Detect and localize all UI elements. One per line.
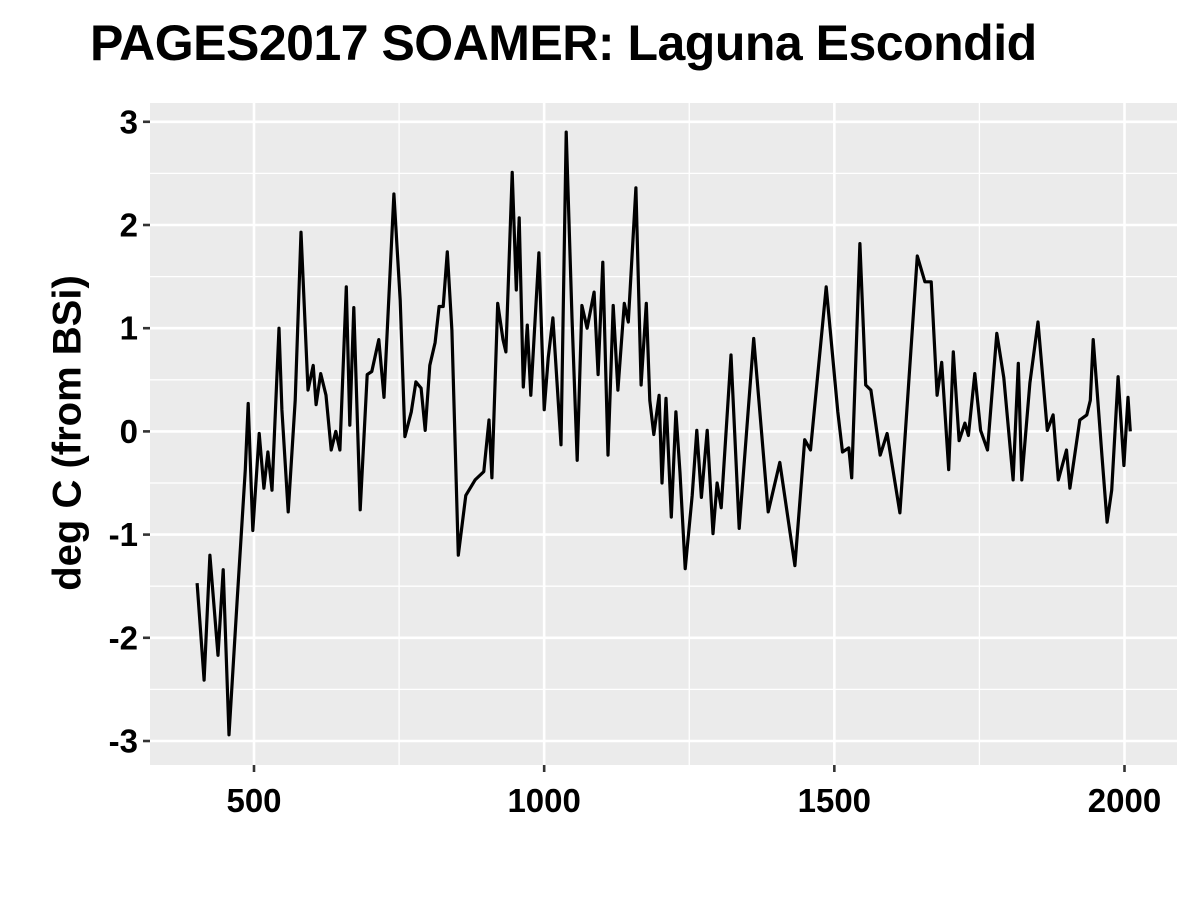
major-gridlines	[150, 103, 1177, 765]
chart-title: PAGES2017 SOAMER: Laguna Escondid	[90, 15, 1037, 71]
x-tick-label: 500	[226, 782, 281, 819]
x-tick-label: 2000	[1088, 782, 1161, 819]
y-tick-label: -1	[109, 516, 138, 553]
y-tick-label: -3	[109, 723, 138, 760]
x-tick-label: 1500	[798, 782, 871, 819]
data-line	[195, 130, 1132, 737]
x-tick-label: 1000	[507, 782, 580, 819]
y-tick-label: -2	[109, 619, 138, 656]
y-tick-label: 1	[120, 310, 138, 347]
y-tick-label: 0	[120, 413, 138, 450]
x-axis: 500 1000 1500 2000	[226, 765, 1161, 819]
y-tick-label: 3	[120, 103, 138, 140]
y-tick-label: 2	[120, 207, 138, 244]
y-axis: 3 2 1 0 -1 -2 -3	[109, 103, 150, 760]
